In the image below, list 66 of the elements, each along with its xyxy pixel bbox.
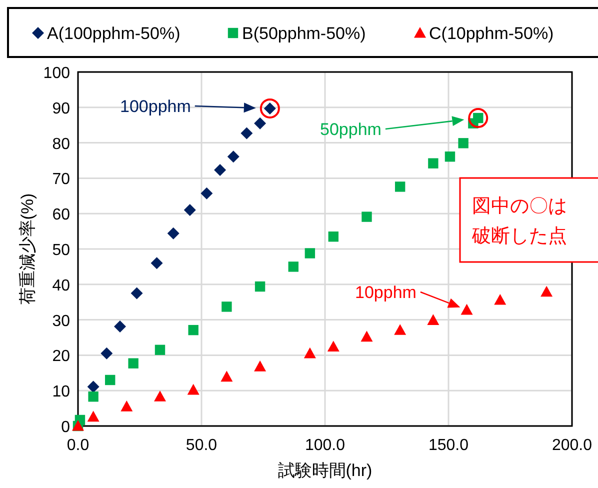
y-axis-title: 荷重減少率(%) <box>18 193 37 305</box>
point <box>88 392 98 402</box>
x-tick-label: 200.0 <box>552 437 592 454</box>
point <box>154 344 166 355</box>
point <box>240 127 253 140</box>
point <box>458 138 468 148</box>
point <box>444 152 456 162</box>
x-tick-label: 150.0 <box>428 437 469 454</box>
point <box>150 257 163 270</box>
point <box>187 384 200 395</box>
y-tick-label: 10 <box>52 384 70 401</box>
point <box>362 212 372 222</box>
point <box>188 324 198 336</box>
x-axis-title: 試験時間(hr) <box>278 461 372 480</box>
point <box>427 314 440 325</box>
point <box>167 227 180 240</box>
point <box>200 187 213 200</box>
point <box>128 358 138 368</box>
point <box>214 164 226 176</box>
x-tick-label: 0.0 <box>66 437 90 454</box>
point <box>254 281 266 292</box>
legend-label: A(100pphm-50%) <box>47 24 180 43</box>
y-tick-label: 50 <box>52 242 70 259</box>
point <box>494 294 506 305</box>
annotation: 図中の〇は破断した点 <box>471 196 567 247</box>
point <box>288 262 298 272</box>
y-tick-label: 80 <box>52 136 70 153</box>
point <box>394 182 406 192</box>
point <box>114 320 126 333</box>
legend-label: C(10pphm-50%) <box>429 24 554 43</box>
point <box>100 347 113 360</box>
y-tick-label: 90 <box>52 100 70 118</box>
y-tick-label: 60 <box>52 206 70 224</box>
y-tick-label: 20 <box>52 348 70 366</box>
point <box>120 400 133 412</box>
annotation: 50pphm <box>320 120 382 139</box>
annotation: 10pphm <box>355 283 416 302</box>
point <box>222 302 232 312</box>
point <box>254 117 266 130</box>
point <box>87 380 100 393</box>
point <box>105 374 116 386</box>
point <box>227 150 240 163</box>
point <box>220 370 233 382</box>
point <box>154 390 166 402</box>
point <box>130 287 143 300</box>
point <box>540 286 553 297</box>
point <box>254 360 266 372</box>
point <box>304 347 316 358</box>
point <box>428 158 438 168</box>
x-tick-label: 100.0 <box>304 437 346 454</box>
x-tick-label: 50.0 <box>186 437 218 454</box>
point <box>184 204 196 216</box>
y-tick-label: 30 <box>52 312 70 330</box>
point <box>394 324 406 335</box>
legend-label: B(50pphm-50%) <box>242 24 366 43</box>
y-tick-label: 100 <box>43 65 70 82</box>
annotation: 100pphm <box>120 97 191 116</box>
point <box>87 410 100 422</box>
y-tick-label: 0 <box>61 419 70 436</box>
point <box>304 248 316 258</box>
y-tick-label: 40 <box>52 277 70 294</box>
y-tick-label: 70 <box>52 171 70 188</box>
point <box>327 340 340 352</box>
point <box>328 232 338 242</box>
point <box>460 304 473 315</box>
point <box>360 330 373 342</box>
